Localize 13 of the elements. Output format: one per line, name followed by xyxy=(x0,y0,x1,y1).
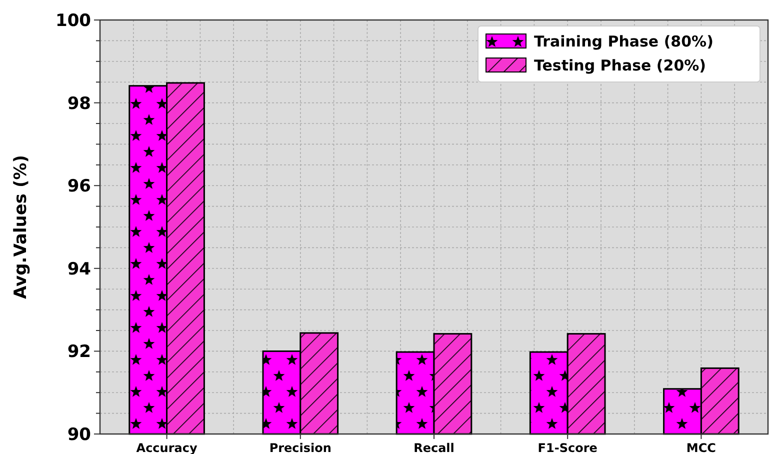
y-axis-title: Avg.Values (%) xyxy=(11,154,31,300)
y-tick-label: 98 xyxy=(67,94,91,114)
legend-label: Testing Phase (20%) xyxy=(534,56,706,74)
legend-label: Training Phase (80%) xyxy=(534,32,714,50)
y-tick-label: 90 xyxy=(67,424,92,445)
x-tick-label: Recall xyxy=(414,441,454,454)
x-tick-label: MCC xyxy=(686,441,716,454)
y-tick-label: 100 xyxy=(56,10,92,31)
x-tick-label: F1-Score xyxy=(538,441,598,454)
y-tick-label: 92 xyxy=(67,342,91,362)
x-tick-label: Precision xyxy=(269,441,332,454)
y-tick-label: 94 xyxy=(67,259,92,280)
y-tick-label: 96 xyxy=(67,176,91,197)
